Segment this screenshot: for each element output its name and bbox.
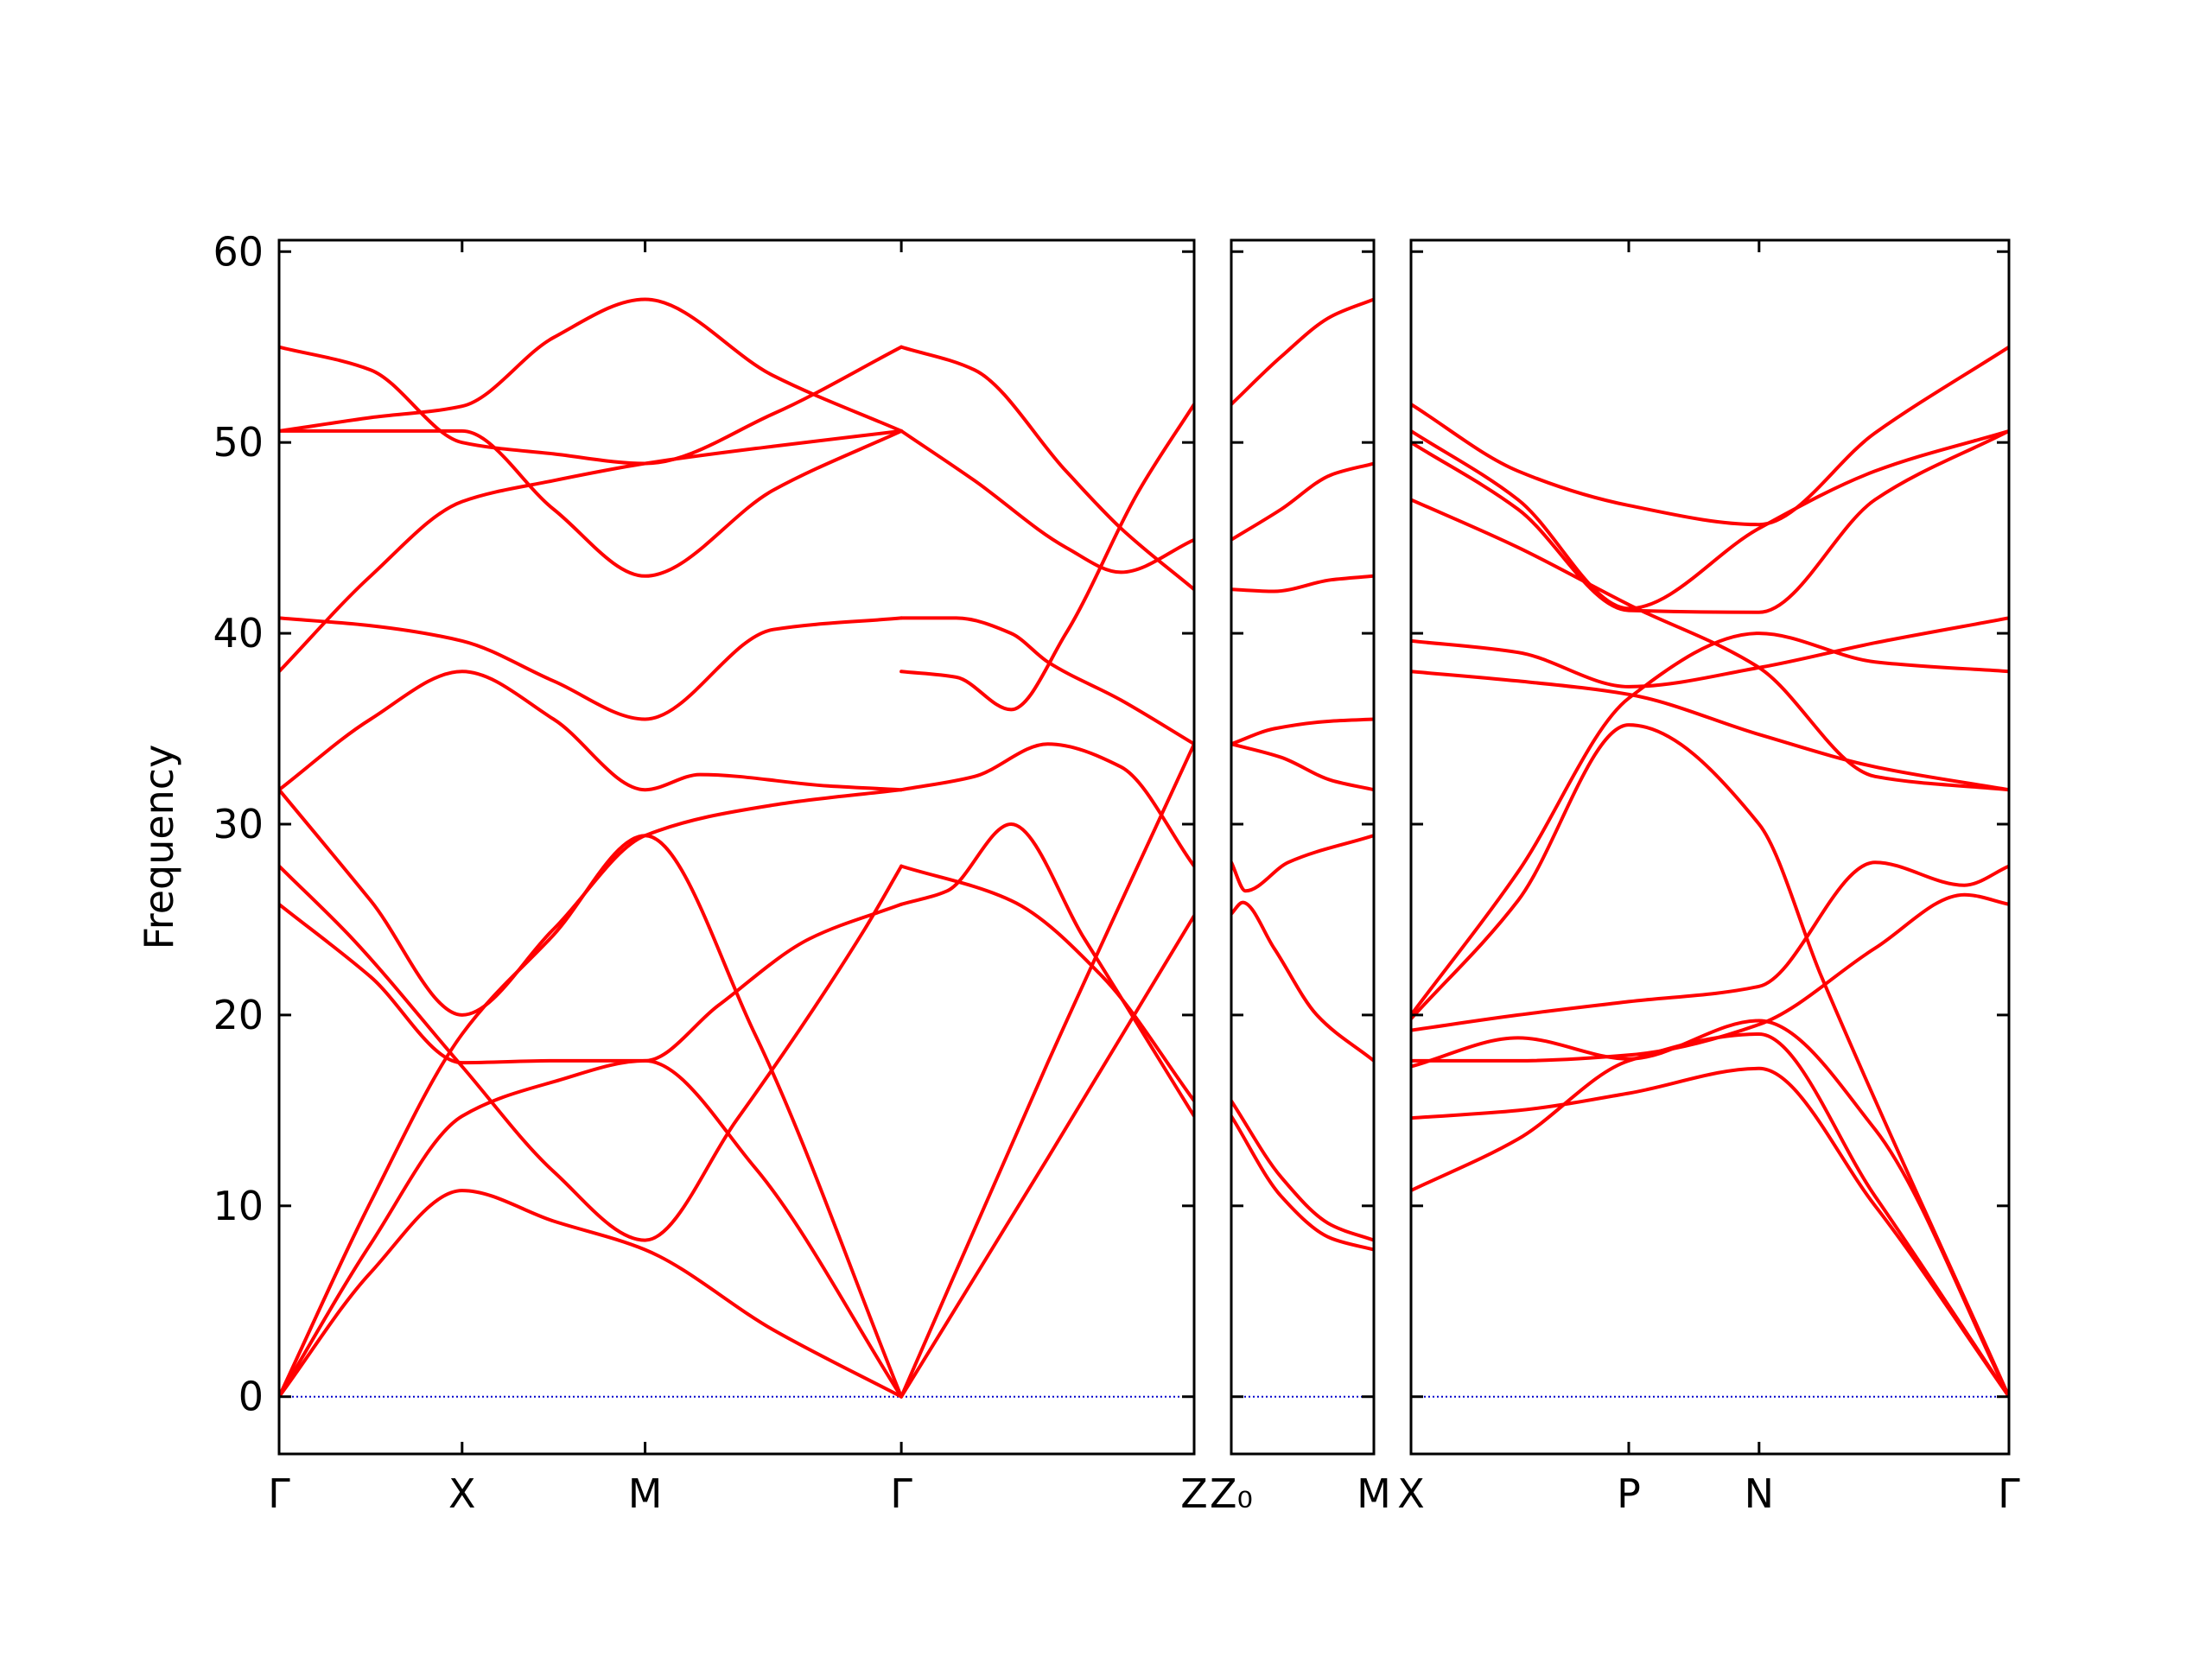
x-tick-label: Z [1180, 1470, 1208, 1517]
band-line [279, 297, 904, 433]
band-line [279, 1058, 904, 1399]
band-line [279, 345, 904, 466]
x-tick-label: M [1357, 1470, 1391, 1517]
y-tick-label: 0 [238, 1374, 264, 1420]
band-line [1231, 900, 1374, 1063]
band-line [899, 914, 1194, 1399]
band-line [279, 834, 904, 1399]
band-line [899, 345, 1194, 592]
x-tick-label: N [1745, 1470, 1774, 1517]
x-tick-label: Γ [268, 1470, 290, 1517]
band-line [1411, 723, 2009, 1399]
x-tick-label: X [1397, 1470, 1425, 1517]
x-tick-label: M [628, 1470, 663, 1517]
band-line [899, 428, 1194, 574]
band-line [899, 616, 1194, 746]
y-tick-label: 40 [213, 610, 264, 657]
band-line [1411, 860, 2009, 1032]
band-line [279, 428, 904, 674]
band-line [1411, 1066, 2009, 1399]
band-line [279, 616, 904, 721]
x-tick-label: Z₀ [1210, 1470, 1253, 1517]
band-line [1231, 297, 1374, 406]
band-line [1411, 632, 2009, 1017]
band-line [1411, 345, 2009, 527]
y-tick-label: 20 [213, 992, 264, 1038]
band-line [1411, 428, 2009, 611]
band-line [899, 742, 1194, 1399]
band-line [1411, 498, 2009, 792]
band-line [899, 403, 1194, 712]
band-line [279, 1189, 904, 1399]
panel-frame [277, 238, 1196, 1456]
band-line [1231, 574, 1374, 593]
band-line [1411, 1019, 2009, 1399]
band-line [1231, 1099, 1374, 1242]
band-line [1411, 428, 2009, 614]
y-tick-label: 60 [213, 228, 264, 275]
band-line [1411, 616, 2009, 689]
x-tick-label: X [448, 1470, 476, 1517]
y-tick-label: 50 [213, 419, 264, 466]
band-line [1231, 742, 1374, 792]
panel-frame [1230, 238, 1376, 1456]
x-tick-label: Γ [890, 1470, 912, 1517]
band-line [279, 428, 904, 578]
band-line [899, 822, 1194, 1118]
x-tick-label: Γ [1998, 1470, 2020, 1517]
y-tick-label: 10 [213, 1183, 264, 1229]
band-line [279, 788, 904, 1017]
band-line [1231, 461, 1374, 542]
band-line [899, 864, 1194, 1103]
band-line [1231, 717, 1374, 746]
y-axis-label: Frequency [136, 745, 182, 950]
band-line [279, 670, 904, 792]
band-line [1231, 834, 1374, 893]
band-line [1411, 1032, 2009, 1399]
band-line [279, 864, 904, 1242]
band-line [1231, 1114, 1374, 1252]
y-tick-label: 30 [213, 801, 264, 847]
panel-frame [1409, 238, 2011, 1456]
band-line [899, 742, 1194, 868]
band-line [1411, 670, 2009, 792]
band-line [1411, 892, 2009, 1063]
x-tick-label: P [1617, 1470, 1641, 1517]
band-line [279, 902, 904, 1065]
